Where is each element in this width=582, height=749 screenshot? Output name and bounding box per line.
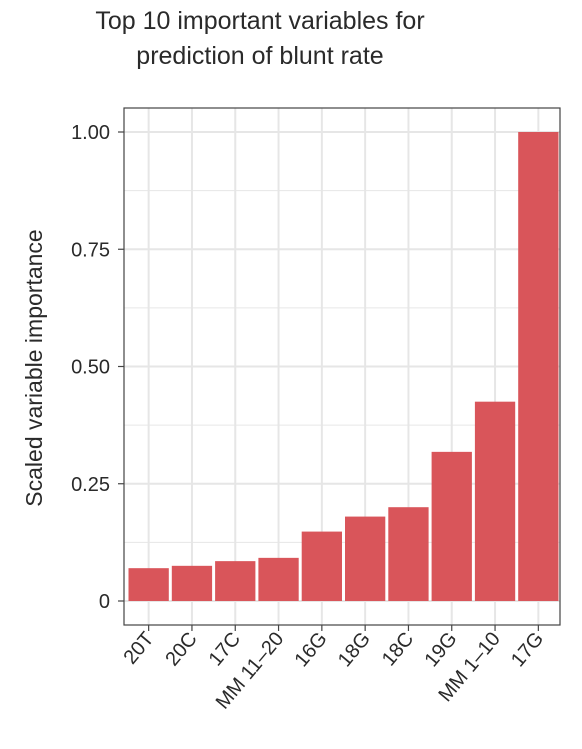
bars	[128, 132, 559, 601]
y-axis-ticks: 0 0.25 0.50 0.75 1.00	[71, 122, 124, 613]
x-tick-label: 18C	[378, 628, 418, 670]
bar-4	[258, 557, 299, 601]
bar-2	[171, 565, 213, 601]
y-tick-label: 1.00	[71, 122, 110, 144]
y-tick-label: 0.50	[71, 357, 110, 379]
bar-9	[474, 401, 516, 601]
y-tick-label: 0	[99, 591, 110, 613]
x-tick-label: 18G	[334, 628, 375, 671]
bar-10	[518, 132, 559, 601]
y-tick-label: 0.75	[71, 239, 110, 261]
x-tick-label: 17G	[507, 628, 548, 671]
chart-title-line-1: Top 10 important variables for	[95, 7, 425, 35]
bar-5	[301, 531, 342, 601]
bar-6	[345, 516, 386, 601]
chart-title-line-2: prediction of blunt rate	[136, 42, 384, 70]
chart-title: Top 10 important variables for predictio…	[20, 4, 500, 74]
bar-8	[431, 451, 472, 601]
x-tick-label: 17C	[205, 628, 245, 670]
x-tick-label: 20C	[161, 628, 201, 670]
y-axis-title: Scaled variable importance	[21, 229, 47, 506]
x-tick-label: 19G	[420, 628, 461, 671]
bar-1	[128, 568, 169, 601]
bar-3	[215, 561, 256, 601]
x-tick-label: 20T	[119, 628, 158, 669]
bar-7	[388, 507, 429, 601]
x-tick-label: 16G	[291, 628, 332, 671]
y-tick-label: 0.25	[71, 474, 110, 496]
